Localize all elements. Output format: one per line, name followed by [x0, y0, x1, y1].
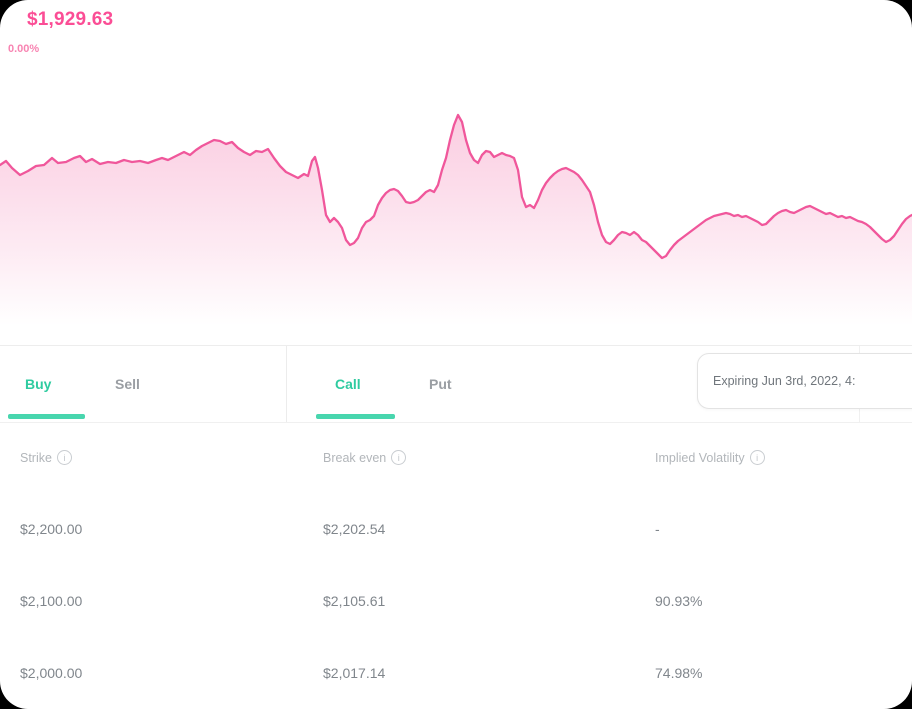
tab-put-label: Put [429, 376, 452, 392]
chart-area-fill [0, 115, 912, 332]
strike-cell: $2,100.00 [20, 593, 83, 609]
tab-put[interactable]: Put [429, 346, 452, 422]
tab-buy-label: Buy [25, 376, 52, 392]
options-chain-table: Strike i Break even i Implied Volatility… [0, 422, 912, 709]
table-row[interactable]: $2,000.00 $2,017.14 74.98% [0, 637, 912, 709]
tab-sell-label: Sell [115, 376, 140, 392]
expiry-dropdown-label: Expiring Jun 3rd, 2022, 4: [713, 374, 856, 388]
implied-volatility-cell: 74.98% [655, 665, 703, 681]
table-row[interactable]: $2,200.00 $2,202.54 - [0, 493, 912, 565]
info-icon[interactable]: i [56, 450, 72, 465]
table-row[interactable]: $2,100.00 $2,105.61 90.93% [0, 565, 912, 637]
chart-line [0, 113, 912, 260]
break-even-cell: $2,105.61 [323, 593, 386, 609]
active-tab-underline [8, 414, 85, 419]
strike-cell: $2,200.00 [20, 521, 83, 537]
price-chart[interactable] [0, 0, 912, 332]
column-header-break-even: Break even i [323, 450, 655, 465]
expiry-dropdown[interactable]: Expiring Jun 3rd, 2022, 4: [697, 353, 912, 409]
tab-buy[interactable]: Buy [25, 346, 51, 422]
tab-bar: Buy Sell Call Put Expiring Jun 3rd, 2022… [0, 345, 912, 423]
strike-cell: $2,000.00 [20, 665, 83, 681]
table-header-row: Strike i Break even i Implied Volatility… [0, 422, 912, 493]
implied-volatility-cell: - [655, 521, 660, 537]
tab-call-label: Call [335, 376, 361, 392]
break-even-cell: $2,017.14 [323, 665, 386, 681]
column-header-implied-volatility: Implied Volatility i [655, 450, 912, 465]
break-even-cell: $2,202.54 [323, 521, 386, 537]
info-icon[interactable]: i [391, 450, 407, 465]
buy-sell-tab-group: Buy Sell [0, 346, 287, 422]
tab-sell[interactable]: Sell [115, 346, 140, 422]
implied-volatility-cell: 90.93% [655, 593, 703, 609]
active-tab-underline [316, 414, 395, 419]
info-icon[interactable]: i [749, 450, 765, 465]
column-header-strike: Strike i [20, 450, 323, 465]
price-change: 0.00% [8, 43, 40, 55]
tab-call[interactable]: Call [335, 346, 361, 422]
current-price: $1,929.63 [27, 9, 114, 30]
